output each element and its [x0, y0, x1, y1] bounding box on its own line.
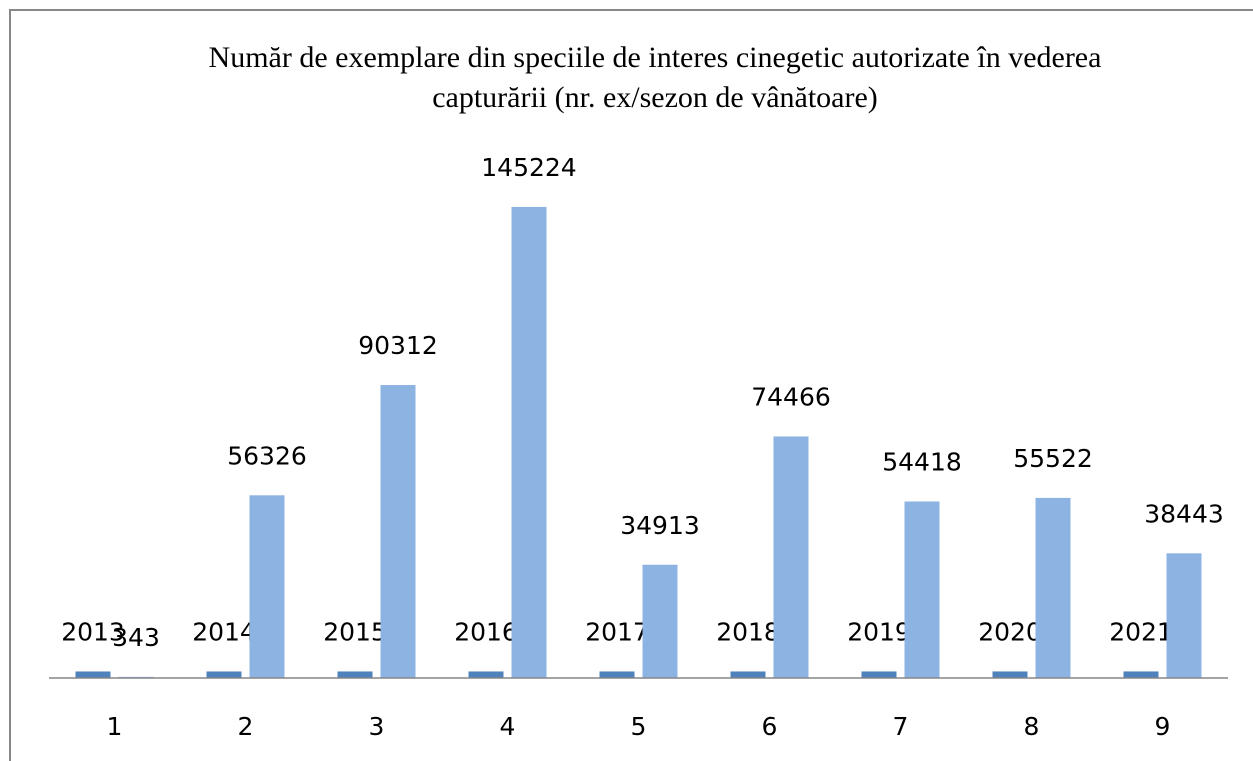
bar	[249, 495, 285, 678]
bar	[599, 671, 635, 678]
chart-title: Număr de exemplare din speciile de inter…	[209, 41, 1102, 74]
bar	[1166, 553, 1202, 678]
bar	[773, 436, 809, 678]
data-label: 343	[112, 623, 160, 652]
x-tick-label: 6	[762, 712, 778, 741]
x-tick-label: 8	[1024, 712, 1040, 741]
x-tick-label: 3	[369, 712, 385, 741]
data-label: 90312	[358, 331, 438, 360]
data-label: 2017	[585, 617, 649, 646]
bar	[1123, 671, 1159, 678]
x-tick-label: 7	[893, 712, 909, 741]
data-label: 56326	[227, 441, 307, 470]
bar	[468, 671, 504, 678]
data-label: 2020	[978, 617, 1042, 646]
data-label: 74466	[751, 382, 831, 411]
bar	[337, 671, 373, 678]
bar	[75, 671, 111, 678]
data-label: 2014	[192, 617, 256, 646]
data-label: 2018	[716, 617, 780, 646]
x-tick-label: 4	[500, 712, 516, 741]
data-label: 2015	[323, 617, 387, 646]
bar	[730, 671, 766, 678]
data-label: 2016	[454, 617, 518, 646]
bar	[861, 671, 897, 678]
data-label: 38443	[1144, 499, 1224, 528]
x-tick-label: 5	[631, 712, 647, 741]
bar	[904, 501, 940, 678]
data-label: 34913	[620, 511, 700, 540]
data-label: 2021	[1109, 617, 1173, 646]
bar	[206, 671, 242, 678]
x-tick-label: 9	[1155, 712, 1171, 741]
bar	[992, 671, 1028, 678]
data-label: 54418	[882, 447, 962, 476]
chart-title: capturării (nr. ex/sezon de vânătoare)	[432, 81, 878, 114]
bar	[511, 206, 547, 678]
data-label: 2013	[61, 617, 125, 646]
data-label: 55522	[1013, 444, 1093, 473]
x-tick-label: 2	[238, 712, 254, 741]
bar	[380, 385, 416, 678]
data-label: 145224	[481, 153, 576, 182]
bar	[642, 564, 678, 678]
data-label: 2019	[847, 617, 911, 646]
x-tick-label: 1	[107, 712, 123, 741]
bar	[1035, 497, 1071, 678]
